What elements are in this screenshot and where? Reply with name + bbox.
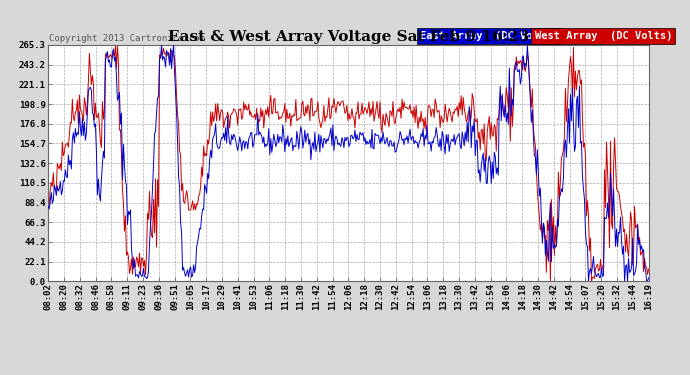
Title: East & West Array Voltage Sat Feb 9 16:23: East & West Array Voltage Sat Feb 9 16:2… [168,30,529,44]
Text: West Array  (DC Volts): West Array (DC Volts) [535,31,672,41]
Text: Copyright 2013 Cartronics.com: Copyright 2013 Cartronics.com [49,34,205,43]
Text: East Array  (DC Volts): East Array (DC Volts) [420,31,558,41]
